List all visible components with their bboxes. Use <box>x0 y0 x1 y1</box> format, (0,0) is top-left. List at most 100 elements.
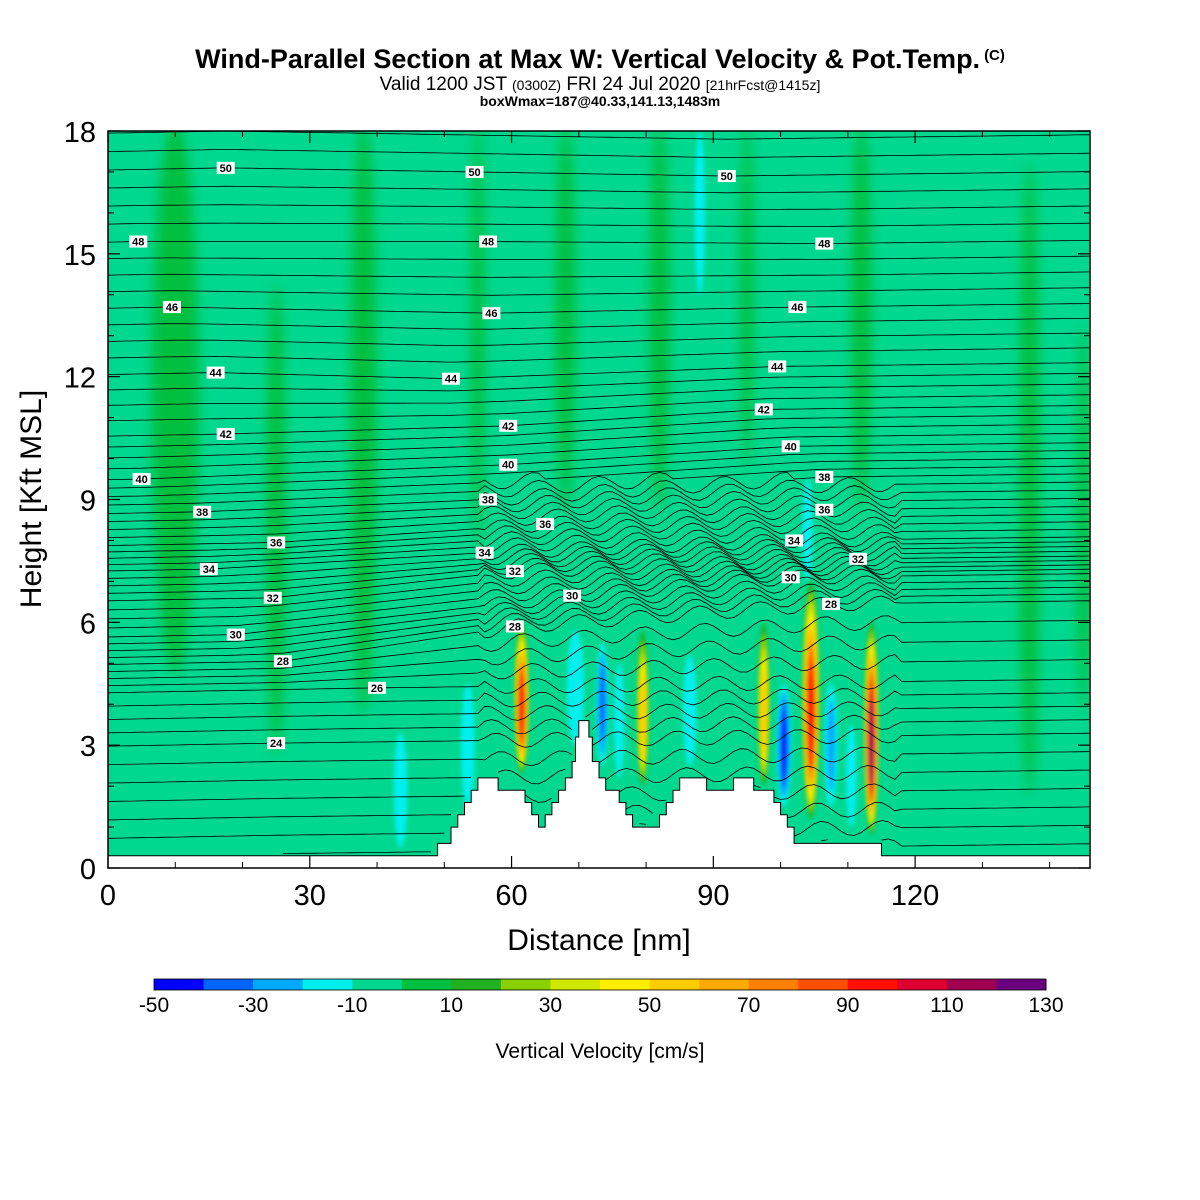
isentrope-line-11 <box>108 674 1090 694</box>
isentrope-line-13 <box>108 634 1090 679</box>
isentrope-label-bg-12 <box>475 546 494 559</box>
downdraft-core-10-level-0 <box>694 131 705 295</box>
isentrope-label-bg-22 <box>781 440 800 453</box>
isentrope-line-55 <box>108 240 1090 244</box>
isentrope-label-bg-8 <box>263 591 282 604</box>
isentrope-line-28 <box>108 524 1090 565</box>
y-tick-label-1: 3 <box>80 731 96 763</box>
isentrope-line-38 <box>108 450 1090 489</box>
isentrope-label-19: 38 <box>818 472 830 484</box>
downdraft-core-6-level-3 <box>781 709 787 781</box>
isentrope-line-40 <box>108 432 1090 470</box>
isentrope-line-8 <box>108 714 1090 735</box>
colorbar-bin-11 <box>699 979 750 990</box>
weak-updraft-band-3 <box>471 131 485 551</box>
isentrope-label-bg-36 <box>465 165 484 178</box>
x-axis-label: Distance [nm] <box>507 924 690 957</box>
isentrope-label-16: 36 <box>818 505 830 517</box>
updraft-core-2-level-4 <box>760 670 767 756</box>
isentrope-label-28: 44 <box>771 361 784 373</box>
isentrope-label-bg-26 <box>206 366 225 379</box>
isentrope-line-44 <box>108 394 1090 422</box>
isentrope-line-63 <box>108 94 1090 102</box>
isentrope-line-45 <box>108 383 1090 406</box>
chart-title: Wind-Parallel Section at Max W: Vertical… <box>195 44 1005 74</box>
isentrope-line-57 <box>108 204 1090 210</box>
isentrope-line-5 <box>108 764 1090 785</box>
isentrope-line-34 <box>108 477 1090 522</box>
isentrope-label-34: 48 <box>818 239 830 251</box>
isentrope-label-11: 34 <box>203 564 216 576</box>
colorbar-tick-label-1: -30 <box>238 994 268 1017</box>
isentrope-label-layer: 24 26 28 28 28 30 30 30 32 32 32 34 34 34 36 36 36 38 38 38… <box>129 161 867 750</box>
isentrope-line-1 <box>282 838 1090 854</box>
isentrope-line-39 <box>108 442 1090 480</box>
isentrope-label-bg-25 <box>754 403 773 416</box>
isentrope-label-3: 28 <box>509 621 521 633</box>
isentrope-line-17 <box>108 582 1090 652</box>
isentrope-line-19 <box>108 568 1090 638</box>
isentrope-line-27 <box>108 531 1090 572</box>
y-tick-label-6: 18 <box>64 117 96 149</box>
isentrope-label-bg-31 <box>788 301 807 314</box>
colorbar-tick-label-9: 130 <box>1028 994 1063 1017</box>
isentrope-label-13: 34 <box>788 535 801 547</box>
colorbar-bin-12 <box>748 979 799 990</box>
isentrope-line-10 <box>108 688 1090 708</box>
isentrope-label-bg-29 <box>162 301 181 314</box>
isentrope-label-bg-27 <box>442 372 461 385</box>
isentrope-label-22: 40 <box>785 441 797 453</box>
colorbar-tick-label-0: -50 <box>139 994 169 1017</box>
isentrope-line-29 <box>108 516 1090 559</box>
weak-updraft-band-9 <box>1076 325 1090 715</box>
isentrope-label-26: 44 <box>209 368 222 380</box>
isentrope-label-bg-24 <box>499 419 518 432</box>
weak-updraft-band-2 <box>350 131 378 715</box>
isentrope-line-25 <box>108 541 1090 587</box>
isentrope-line-3 <box>108 802 1090 821</box>
colorbar-frame <box>153 978 1047 991</box>
isentrope-label-35: 50 <box>220 163 232 175</box>
downdraft-core-1-level-0 <box>461 683 475 807</box>
isentrope-line-9 <box>108 701 1090 721</box>
x-tick-label-1: 30 <box>294 880 326 912</box>
colorbar-bin-2 <box>253 979 304 990</box>
isentrope-label-4: 28 <box>825 599 837 611</box>
chart-subtitle: Valid 1200 JST (0300Z) FRI 24 Jul 2020 [… <box>379 74 821 95</box>
colorbar-bin-7 <box>500 979 551 990</box>
y-tick-label-2: 6 <box>80 608 96 640</box>
colorbar-bin-16 <box>946 979 997 990</box>
colorbar-tick-label-3: 10 <box>440 994 463 1017</box>
isentrope-line-50 <box>108 317 1090 330</box>
colorbar-bin-10 <box>649 979 700 990</box>
isentrope-label-7: 30 <box>785 572 797 584</box>
updraft-core-0-level-8 <box>518 674 525 740</box>
isentrope-label-bg-2 <box>273 655 292 668</box>
isentrope-line-43 <box>108 405 1090 437</box>
isentrope-label-25: 42 <box>758 404 770 416</box>
colorbar-bin-15 <box>897 979 948 990</box>
isentrope-line-51 <box>108 303 1090 314</box>
isentrope-label-bg-0 <box>267 737 286 750</box>
isentrope-line-46 <box>108 372 1090 392</box>
downdraft-core-0-level-0 <box>393 732 408 848</box>
colorbar-tick-label-6: 70 <box>737 994 760 1017</box>
colorbar-bin-4 <box>352 979 403 990</box>
colorbar-tick-label-5: 50 <box>638 994 661 1017</box>
isentrope-line-36 <box>108 465 1090 506</box>
weak-updraft-band-1 <box>266 284 287 756</box>
y-tick-label-5: 15 <box>64 240 96 272</box>
isentrope-label-bg-9 <box>505 565 524 578</box>
isentrope-label-bg-6 <box>563 589 582 602</box>
isentrope-line-21 <box>108 560 1090 620</box>
isentrope-label-bg-30 <box>482 307 501 320</box>
isentrope-label-bg-15 <box>536 518 555 531</box>
isentrope-line-12 <box>108 654 1090 687</box>
isentrope-label-bg-21 <box>499 458 518 471</box>
isentrope-label-bg-11 <box>199 563 218 576</box>
isentrope-line-48 <box>108 347 1090 363</box>
isentrope-label-bg-10 <box>848 552 867 565</box>
isentrope-label-30: 46 <box>485 308 497 320</box>
isentrope-line-41 <box>108 423 1090 459</box>
